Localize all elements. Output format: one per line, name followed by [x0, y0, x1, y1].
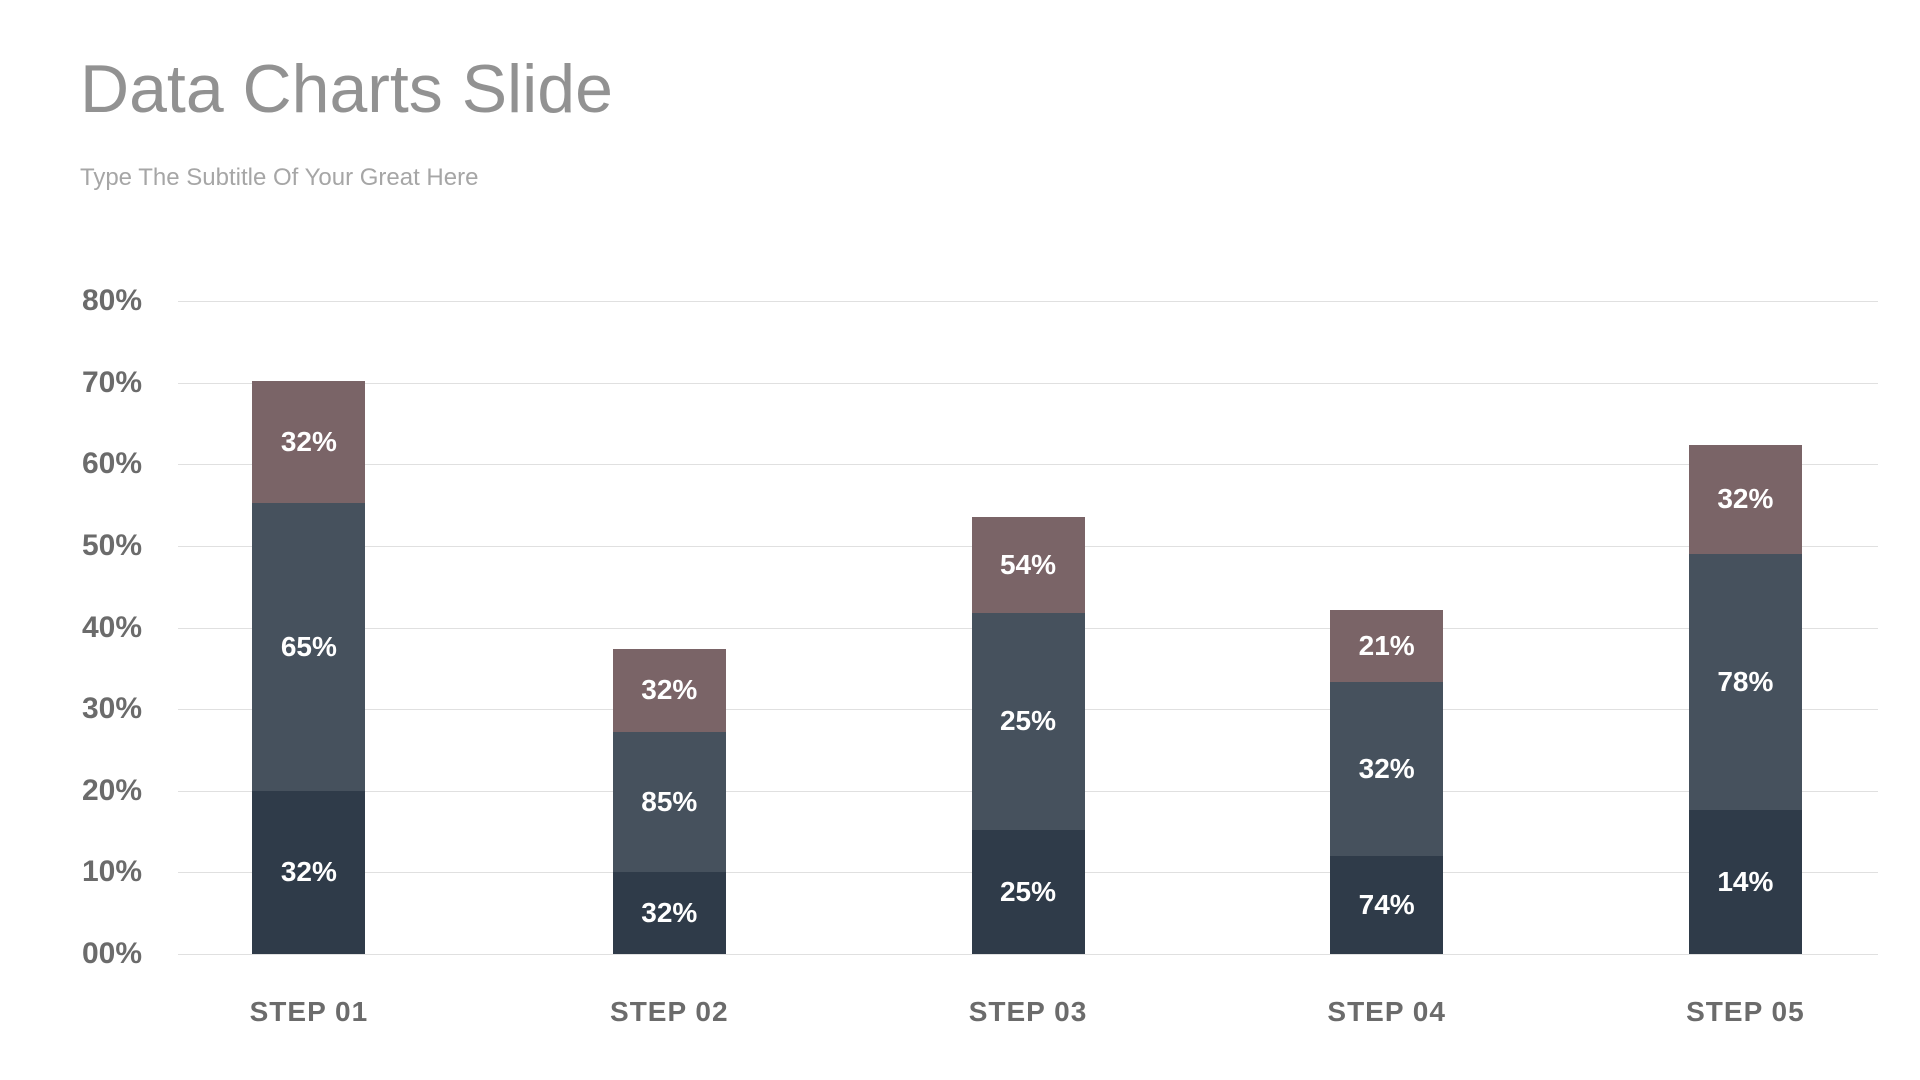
segment-value-label: 65%: [280, 630, 337, 662]
stacked-bar-chart: 80% 70% 60% 50% 40% 30% 20% 10% 00% 32% 65% 32% STEP…: [82, 284, 1878, 1027]
segment-value-label: 32%: [280, 856, 337, 888]
y-axis-tick-label: 00%: [81, 937, 142, 970]
bar-segment-top-segment: 21%: [1330, 610, 1444, 683]
bar-segment-bottom-segment: 74%: [1330, 856, 1444, 954]
bar-segment-middle-segment: 25%: [971, 612, 1085, 830]
x-axis-category-label: STEP 04: [1327, 996, 1446, 1027]
segment-value-label: 32%: [641, 897, 698, 929]
bar-segment-top-segment: 32%: [1688, 444, 1802, 555]
y-axis-tick-label: 60%: [81, 447, 142, 481]
bar-segment-bottom-segment: 14%: [1688, 810, 1802, 954]
bar-segment-middle-segment: 78%: [1688, 554, 1802, 811]
y-axis-tick-label: 50%: [81, 528, 142, 562]
segment-value-label: 14%: [1717, 866, 1774, 898]
stacked-bar-step-03: 25% 25% 54%: [971, 301, 1085, 954]
bar-segment-top-segment: 32%: [252, 381, 366, 503]
stacked-bar-step-04: 74% 32% 21%: [1330, 301, 1444, 954]
slide-title: Data Charts Slide: [80, 51, 613, 127]
y-gridline: [178, 382, 1878, 384]
bar-segment-top-segment: 32%: [612, 648, 726, 732]
segment-value-label: 21%: [1358, 630, 1415, 662]
segment-value-label: 32%: [280, 425, 337, 457]
x-axis-category-label: STEP 01: [249, 996, 369, 1027]
y-axis-tick-label: 20%: [81, 773, 142, 807]
y-axis-tick-label: 70%: [81, 365, 142, 399]
segment-value-label: 32%: [641, 674, 698, 706]
y-gridline: [178, 464, 1878, 466]
segment-value-label: 32%: [1717, 483, 1774, 515]
bar-segment-top-segment: 54%: [971, 516, 1085, 613]
segment-value-label: 85%: [641, 786, 698, 818]
y-gridline: [178, 301, 1878, 302]
segment-value-label: 78%: [1717, 666, 1774, 698]
stacked-bar-step-05: 14% 78% 32%: [1688, 301, 1802, 954]
x-axis-category-label: STEP 05: [1686, 996, 1805, 1027]
y-axis-tick-label: 80%: [81, 284, 142, 317]
bar-segment-middle-segment: 85%: [612, 731, 726, 873]
stacked-bar-step-01: 32% 65% 32%: [252, 301, 366, 954]
y-axis-tick-label: 30%: [81, 692, 142, 726]
bar-segment-bottom-segment: 32%: [252, 790, 366, 954]
bar-segment-bottom-segment: 25%: [971, 829, 1085, 954]
segment-value-label: 32%: [1358, 753, 1415, 785]
segment-value-label: 25%: [999, 875, 1057, 907]
bar-segment-bottom-segment: 32%: [612, 872, 726, 954]
x-axis-category-label: STEP 02: [610, 996, 729, 1027]
y-gridline: [178, 954, 1878, 955]
stacked-bar-step-02: 32% 85% 32%: [612, 301, 726, 954]
segment-value-label: 25%: [999, 705, 1057, 737]
bar-segment-middle-segment: 32%: [1330, 682, 1444, 857]
y-axis-tick-label: 10%: [81, 855, 142, 889]
y-axis-tick-label: 40%: [81, 610, 142, 644]
segment-value-label: 54%: [999, 548, 1057, 580]
bar-segment-middle-segment: 65%: [252, 502, 366, 791]
slide-subtitle: Type The Subtitle Of Your Great Here: [80, 164, 479, 191]
segment-value-label: 74%: [1358, 889, 1415, 921]
x-axis-category-label: STEP 03: [968, 996, 1088, 1027]
